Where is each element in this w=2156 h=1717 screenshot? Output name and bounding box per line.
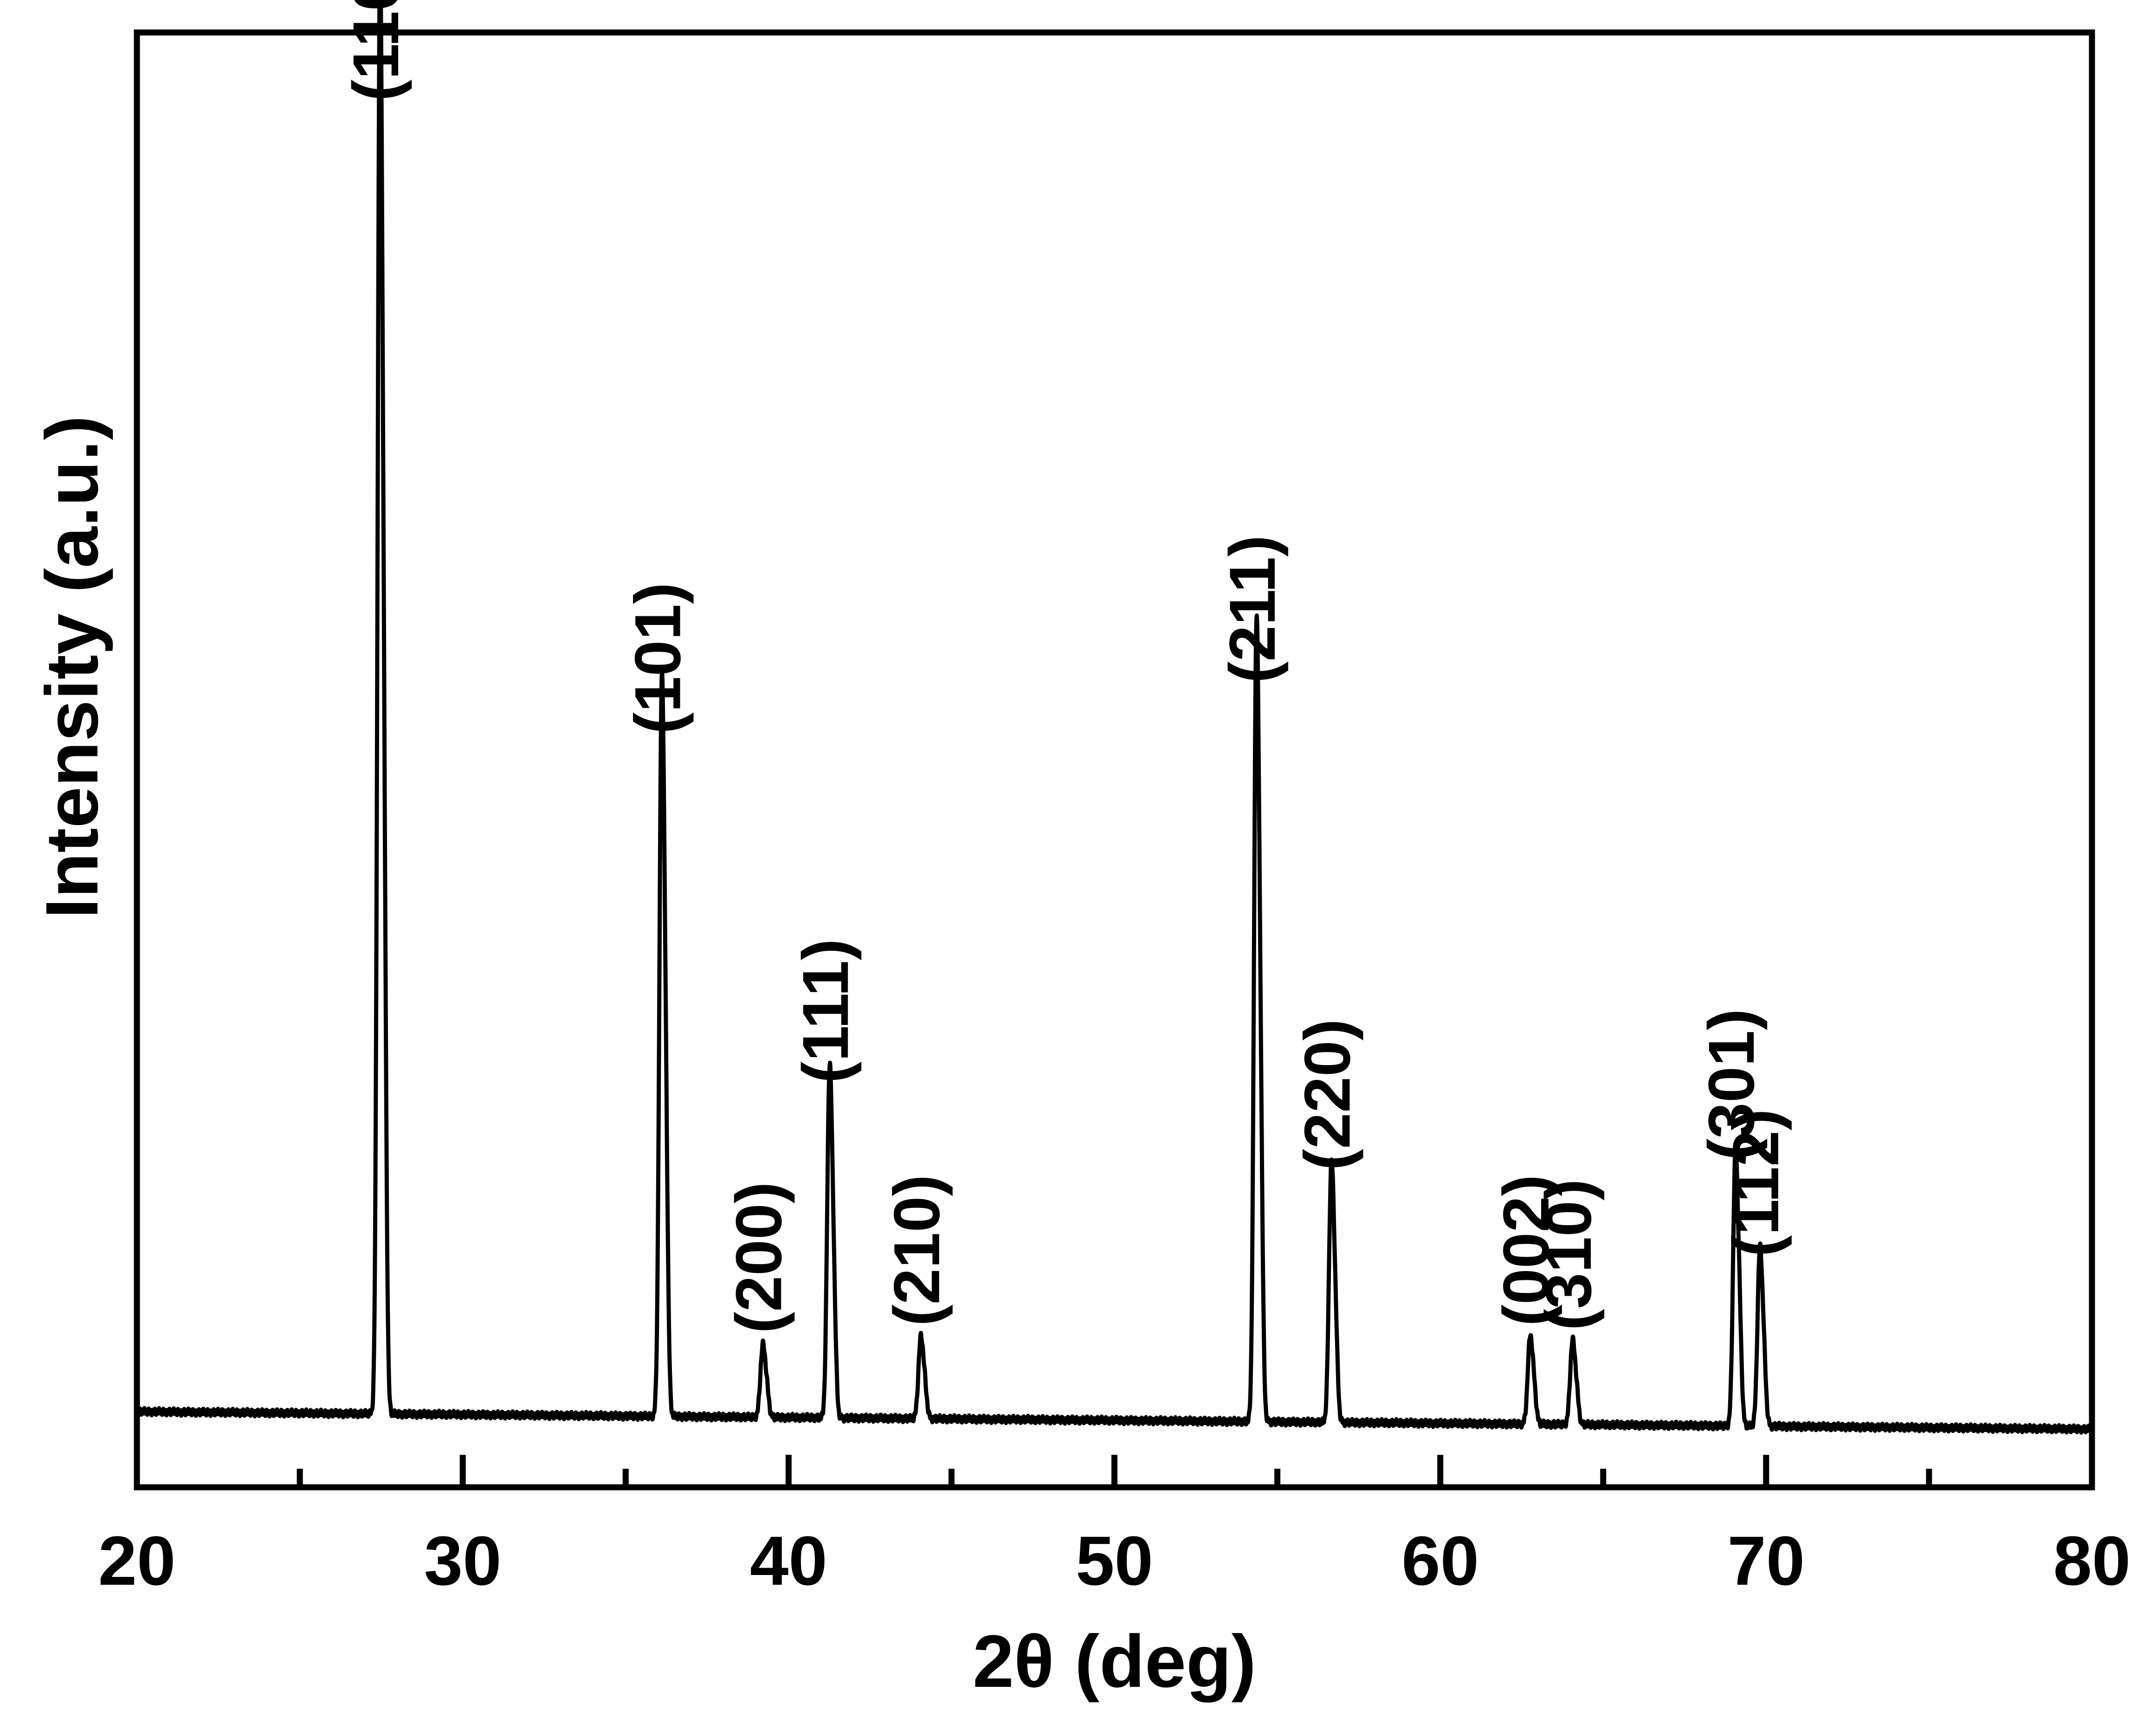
- x-tick-label: 60: [1401, 1522, 1479, 1600]
- x-tick-label: 30: [424, 1522, 502, 1600]
- xrd-pattern-line: [135, 0, 2094, 1435]
- peak-label: (110): [339, 0, 412, 101]
- peak-labels: (110) (101) (200) (111) (210) (211) (220) (002)…: [339, 0, 1792, 1333]
- x-axis-title: 2θ (deg): [973, 1620, 1256, 1703]
- peak-label: (002): [1490, 1175, 1562, 1326]
- plot-frame: [134, 29, 2095, 1491]
- peak-label: (211): [1216, 535, 1289, 683]
- peak-label: (210): [880, 1175, 953, 1326]
- peak-label: (112): [1719, 1109, 1792, 1257]
- x-tick-label: 20: [98, 1522, 176, 1600]
- x-tick-label: 40: [750, 1522, 827, 1600]
- peak-label: (101): [621, 582, 694, 734]
- peak-label: (301): [1695, 1009, 1768, 1161]
- peak-label: (200): [722, 1182, 795, 1334]
- peak-label: (111): [789, 939, 862, 1083]
- x-tick-label: 50: [1076, 1522, 1153, 1600]
- peak-label: (220): [1291, 1019, 1363, 1170]
- x-axis-ticks: 20 30 40 50 60 70 80: [98, 1455, 2131, 1600]
- x-tick-label: 70: [1727, 1522, 1805, 1600]
- y-axis-title: Intensity (a.u.): [30, 415, 113, 919]
- plot-layer: [135, 0, 2094, 1435]
- x-tick-label: 80: [2053, 1522, 2131, 1600]
- peak-label: (310): [1532, 1179, 1605, 1330]
